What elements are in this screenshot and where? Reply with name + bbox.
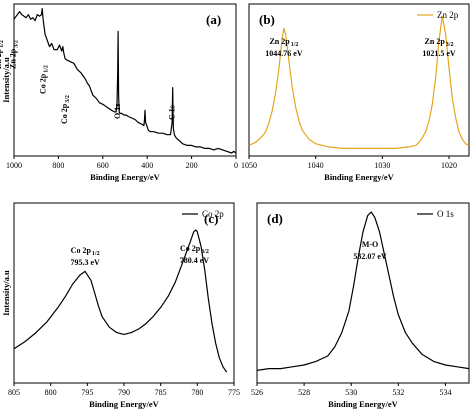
panel-a: 1000 800 600 400 200 0 Binding Energy/eV Intens… bbox=[0, 3, 238, 182]
panel-b: 1050 1040 1030 1020 Binding Energy/eV Zn 2p (b… bbox=[241, 3, 470, 182]
peak-label: C 1s bbox=[168, 105, 177, 120]
y-axis-label: Intensity/a.u bbox=[1, 270, 11, 316]
plot-frame bbox=[256, 202, 470, 384]
peak-label: Zn 2p1/2 bbox=[269, 37, 298, 48]
y-axis-label: Intensity/a.u bbox=[1, 57, 11, 103]
x-tick-label: 600 bbox=[97, 161, 109, 170]
x-axis-label: Binding Energy/eV bbox=[89, 399, 160, 409]
legend-label: Co 2p bbox=[202, 209, 224, 219]
peak-label: Co 2p3/2 bbox=[60, 95, 71, 124]
peak-value: 780.4 eV bbox=[180, 256, 210, 265]
x-axis-label: Binding Energy/eV bbox=[90, 172, 161, 182]
peak-label: Zn 2p3/2 bbox=[425, 37, 454, 48]
x-tick-label: 790 bbox=[118, 388, 130, 397]
x-tick-label: 780 bbox=[191, 388, 203, 397]
peak-value: 1021.5 eV bbox=[422, 49, 456, 58]
x-tick-label: 805 bbox=[8, 388, 20, 397]
x-tick-label: 1040 bbox=[308, 161, 324, 170]
x-tick-label: 795 bbox=[81, 388, 93, 397]
x-axis-label: Binding Energy/eV bbox=[324, 172, 395, 182]
peak-label: M-O bbox=[362, 240, 378, 249]
peak-value: 1044.76 eV bbox=[265, 49, 303, 58]
panel-label: (a) bbox=[206, 12, 221, 27]
peak-label: Zn 2p3/2 bbox=[8, 40, 19, 69]
series-line bbox=[13, 229, 228, 373]
plot-frame bbox=[248, 3, 470, 157]
x-tick-label: 530 bbox=[345, 388, 357, 397]
x-tick-label: 1030 bbox=[374, 161, 390, 170]
x-tick-label: 1000 bbox=[6, 161, 22, 170]
plot-frame bbox=[13, 202, 235, 384]
peak-label: Co 2p3/2 bbox=[180, 244, 209, 255]
series-line bbox=[256, 211, 470, 371]
x-axis-label: Binding Energy/eV bbox=[328, 399, 399, 409]
series-line bbox=[248, 15, 470, 149]
legend-label: O 1s bbox=[437, 209, 454, 219]
x-tick-label: 0 bbox=[234, 161, 238, 170]
panel-label: (b) bbox=[259, 12, 275, 27]
x-tick-label: 775 bbox=[228, 388, 240, 397]
panel-c: 805 800 795 790 785 780 775 Binding Energy/eV In… bbox=[1, 202, 240, 409]
panel-label: (c) bbox=[204, 211, 218, 226]
legend-label: Zn 2p bbox=[437, 10, 459, 20]
x-tick-label: 1050 bbox=[241, 161, 257, 170]
peak-label: Co 2p1/2 bbox=[39, 65, 50, 94]
panel-label: (d) bbox=[267, 211, 283, 226]
peak-label: Co 2p1/2 bbox=[71, 246, 100, 257]
x-tick-label: 785 bbox=[155, 388, 167, 397]
series-line bbox=[13, 8, 237, 154]
plot-frame bbox=[13, 3, 237, 157]
peak-value: 532.07 eV bbox=[353, 252, 387, 261]
x-tick-label: 400 bbox=[141, 161, 153, 170]
x-tick-label: 800 bbox=[45, 388, 57, 397]
peak-value: 795.3 eV bbox=[70, 258, 100, 267]
x-tick-label: 1020 bbox=[441, 161, 457, 170]
x-tick-label: 526 bbox=[251, 388, 263, 397]
x-tick-label: 200 bbox=[186, 161, 198, 170]
x-tick-label: 534 bbox=[439, 388, 451, 397]
peak-label: Zn 2p1/2 bbox=[0, 40, 5, 69]
panel-d: 526 528 530 532 534 Binding Energy/eV O 1s (d) M… bbox=[251, 202, 470, 409]
x-tick-label: 800 bbox=[52, 161, 64, 170]
x-tick-label: 528 bbox=[298, 388, 310, 397]
peak-label: O 1s bbox=[113, 104, 122, 119]
x-tick-label: 532 bbox=[392, 388, 404, 397]
